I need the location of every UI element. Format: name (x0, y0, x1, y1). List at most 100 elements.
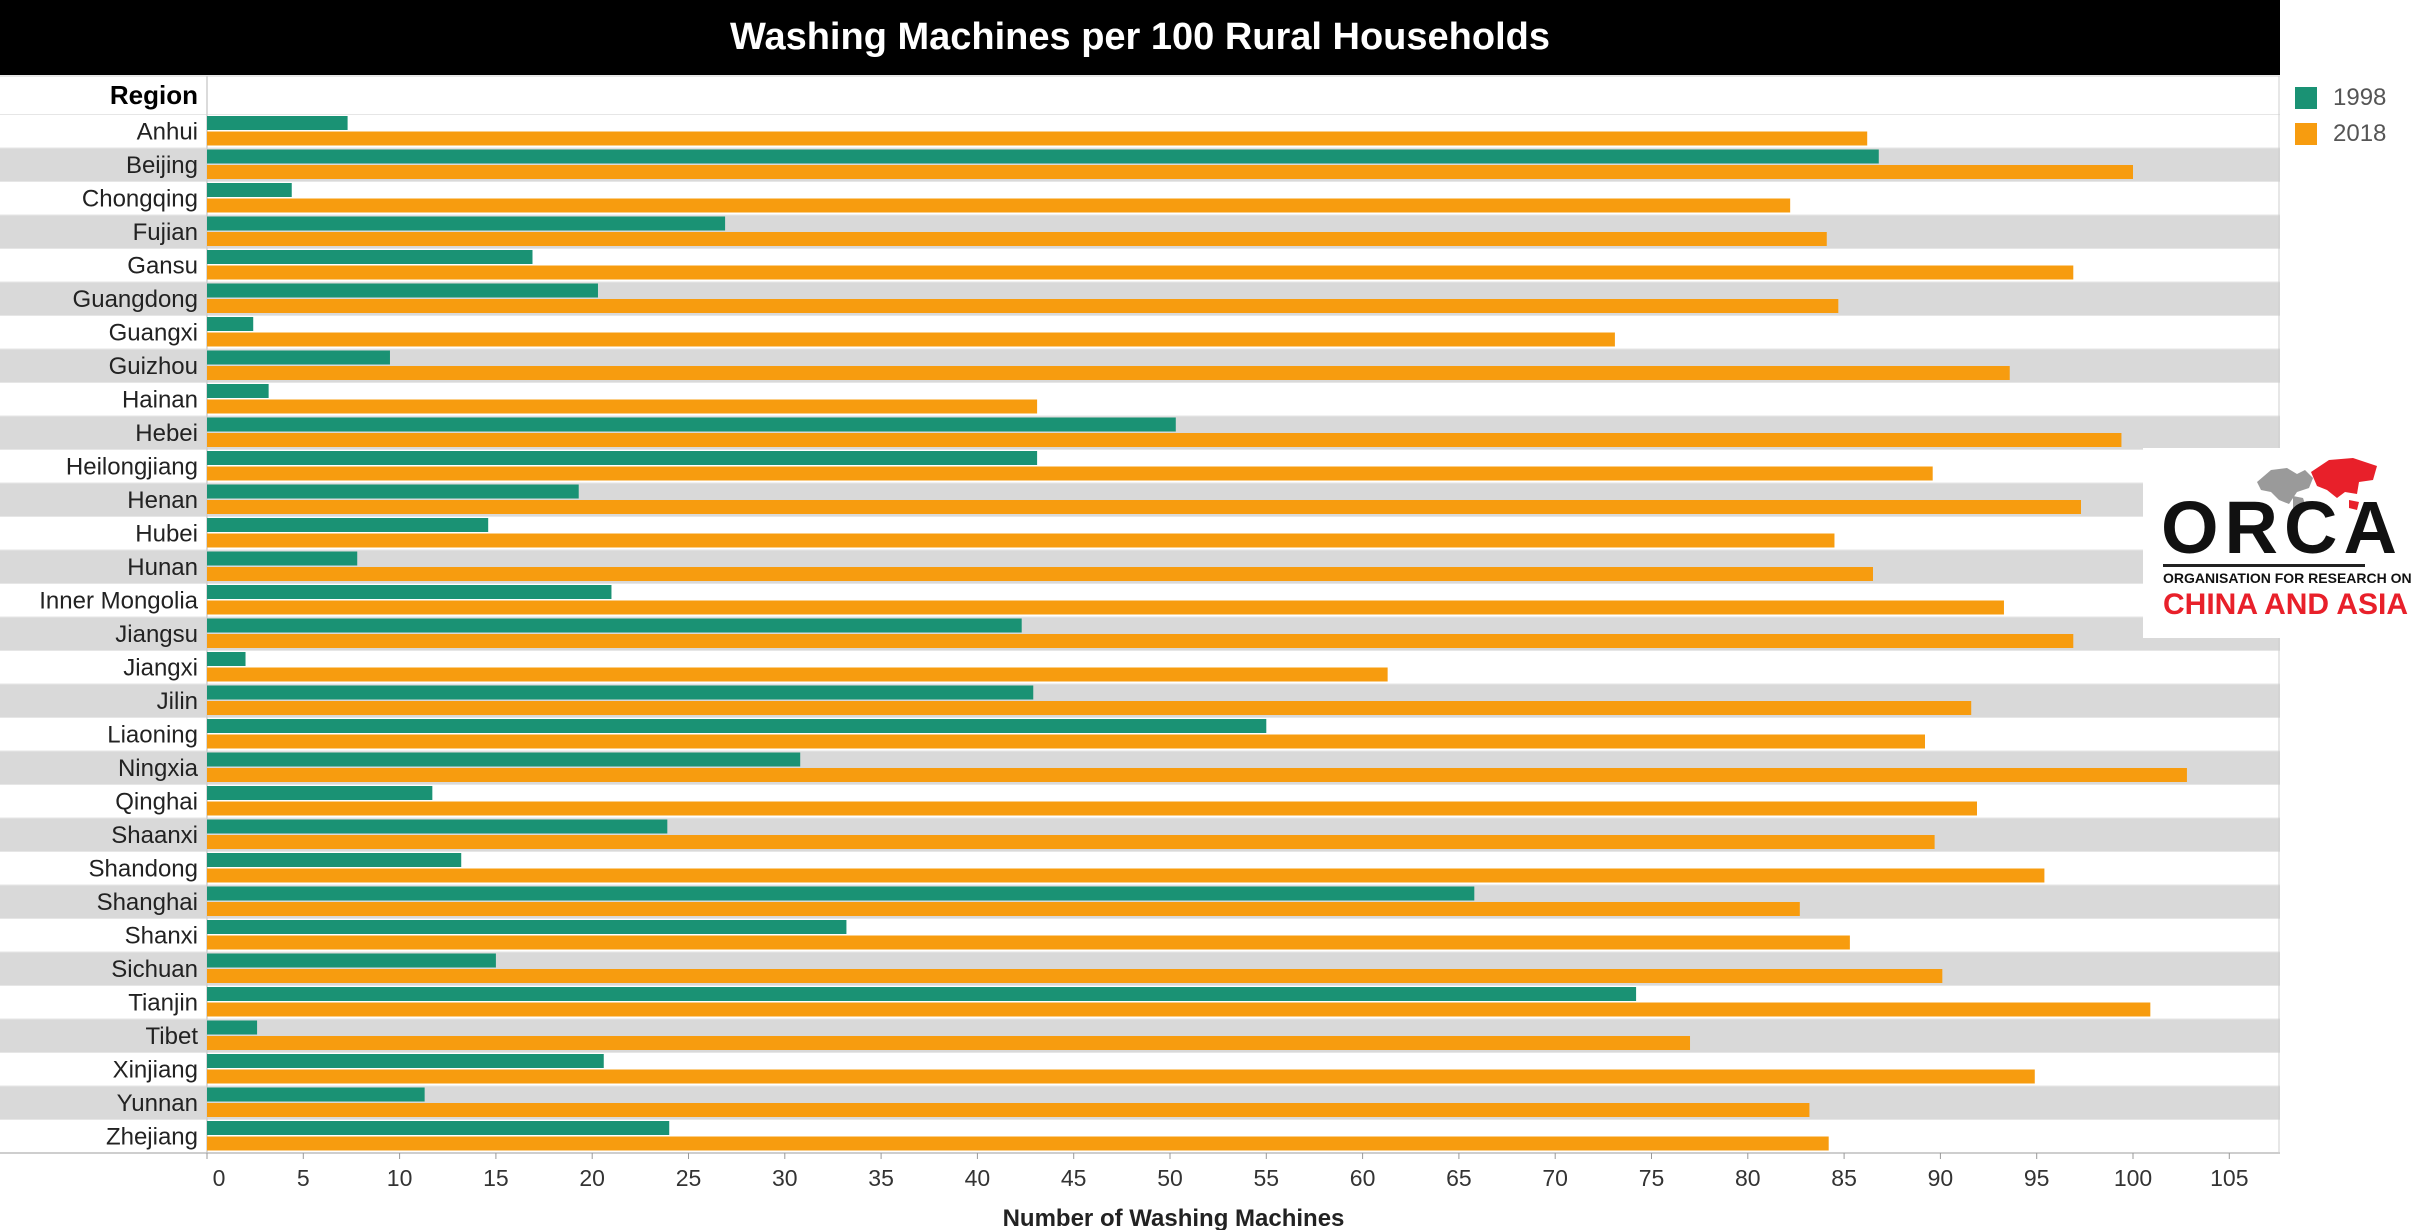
bar-1998-hunan (207, 551, 358, 566)
category-label: Chongqing (82, 185, 198, 212)
x-tick-label: 100 (2114, 1165, 2152, 1191)
bar-2018-hebei (207, 433, 2122, 447)
bar-2018-guizhou (207, 366, 2010, 380)
legend-item-2018[interactable]: 2018 (2295, 116, 2386, 152)
legend-swatch-1998 (2295, 87, 2317, 109)
chart-title-bar: Washing Machines per 100 Rural Household… (0, 0, 2280, 75)
legend-item-1998[interactable]: 1998 (2295, 80, 2386, 116)
x-tick-label: 5 (297, 1165, 310, 1191)
bar-2018-xinjiang (207, 1069, 2035, 1084)
bar-1998-guangxi (207, 317, 254, 331)
bar-1998-sichuan (207, 953, 496, 968)
bar-1998-henan (207, 484, 579, 499)
bar-2018-inner-mongolia (207, 600, 2004, 615)
bar-2018-shanxi (207, 935, 1850, 950)
bar-2018-hubei (207, 533, 1835, 548)
bar-1998-hainan (207, 384, 269, 398)
bar-2018-liaoning (207, 734, 1925, 749)
category-label: Anhui (137, 118, 198, 145)
bar-1998-heilongjiang (207, 451, 1038, 465)
world-map-icon (2257, 458, 2377, 516)
category-label: Shanghai (97, 889, 198, 916)
bar-1998-jiangsu (207, 618, 1022, 633)
category-label: Guangdong (73, 286, 198, 313)
bar-1998-jiangxi (207, 652, 246, 666)
bar-2018-sichuan (207, 969, 1943, 983)
bar-1998-shandong (207, 853, 462, 867)
bar-1998-fujian (207, 216, 726, 231)
legend-label-2018: 2018 (2333, 120, 2387, 147)
x-axis-title: Number of Washing Machines (1003, 1205, 1345, 1230)
bar-2018-jilin (207, 701, 1972, 715)
bar-2018-gansu (207, 265, 2074, 280)
x-tick-label: 70 (1542, 1165, 1568, 1191)
category-label: Inner Mongolia (39, 587, 198, 614)
category-label: Heilongjiang (66, 453, 198, 480)
category-label: Jiangxi (123, 654, 198, 681)
bar-1998-guizhou (207, 350, 390, 365)
bar-1998-xinjiang (207, 1054, 604, 1068)
x-tick-label: 60 (1350, 1165, 1376, 1191)
x-tick-label: 35 (868, 1165, 894, 1191)
category-label: Hunan (127, 554, 198, 581)
category-label: Hubei (135, 520, 198, 547)
x-tick-label: 0 (213, 1165, 226, 1191)
category-label: Xinjiang (113, 1056, 198, 1083)
x-tick-label: 15 (483, 1165, 509, 1191)
bar-2018-zhejiang (207, 1136, 1829, 1151)
category-label: Hebei (135, 420, 198, 447)
x-tick-label: 20 (579, 1165, 605, 1191)
chart-title: Washing Machines per 100 Rural Household… (729, 16, 1550, 58)
bar-1998-qinghai (207, 786, 433, 800)
bar-2018-guangxi (207, 332, 1615, 347)
category-label: Jilin (157, 688, 198, 715)
category-label: Fujian (133, 219, 198, 246)
category-label: Qinghai (115, 788, 198, 815)
bar-1998-tibet (207, 1020, 258, 1035)
x-tick-label: 65 (1446, 1165, 1472, 1191)
bar-1998-inner-mongolia (207, 585, 612, 599)
x-tick-label: 10 (387, 1165, 413, 1191)
x-tick-label: 80 (1735, 1165, 1761, 1191)
bar-2018-ningxia (207, 768, 2187, 782)
bar-1998-hebei (207, 417, 1176, 432)
x-tick-label: 55 (1254, 1165, 1280, 1191)
category-label: Ningxia (118, 755, 199, 782)
bar-2018-henan (207, 500, 2081, 514)
bar-1998-shaanxi (207, 819, 668, 834)
category-label: Tianjin (128, 989, 198, 1016)
bar-2018-jiangxi (207, 667, 1388, 682)
category-label: Liaoning (107, 721, 198, 748)
x-tick-label: 75 (1639, 1165, 1665, 1191)
x-tick-label: 40 (965, 1165, 991, 1191)
x-tick-label: 85 (1831, 1165, 1857, 1191)
bar-1998-ningxia (207, 752, 801, 767)
bar-2018-yunnan (207, 1103, 1810, 1117)
bar-1998-beijing (207, 149, 1879, 164)
bar-2018-shanghai (207, 902, 1800, 916)
bar-chart: Anhui Beijing Chongqing Fujian Gansu Guangdon… (0, 75, 2280, 1230)
legend-swatch-2018 (2295, 123, 2317, 145)
legend: 1998 2018 (2295, 80, 2386, 152)
category-label: Zhejiang (106, 1123, 198, 1150)
bar-2018-hunan (207, 567, 1873, 581)
legend-label-1998: 1998 (2333, 84, 2387, 111)
category-label: Hainan (122, 386, 198, 413)
bar-1998-jilin (207, 685, 1034, 700)
category-label: Yunnan (117, 1090, 198, 1117)
bar-2018-guangdong (207, 299, 1839, 313)
bar-2018-jiangsu (207, 634, 2074, 648)
bar-1998-shanxi (207, 920, 847, 934)
bar-1998-zhejiang (207, 1121, 670, 1135)
bar-2018-hainan (207, 399, 1038, 414)
x-tick-label: 25 (676, 1165, 702, 1191)
bar-1998-liaoning (207, 719, 1267, 733)
bar-1998-hubei (207, 518, 489, 532)
category-label: Guizhou (109, 353, 198, 380)
x-tick-label: 90 (1928, 1165, 1954, 1191)
bar-2018-heilongjiang (207, 466, 1933, 481)
x-tick-label: 50 (1157, 1165, 1183, 1191)
bar-2018-tibet (207, 1036, 1691, 1050)
category-label: Sichuan (111, 956, 198, 983)
bar-2018-chongqing (207, 198, 1791, 213)
